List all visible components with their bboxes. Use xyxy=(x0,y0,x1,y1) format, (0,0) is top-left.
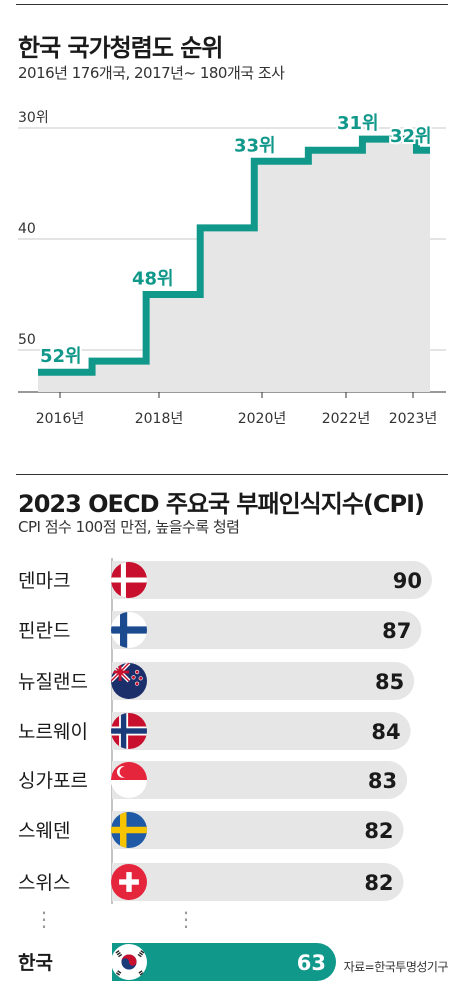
y-tick-label: 30위 xyxy=(18,110,49,126)
cpi-value-label: 82 xyxy=(364,871,393,895)
rank-value-label: 48위 xyxy=(132,269,174,290)
section-divider xyxy=(16,474,448,475)
flag-denmark-icon xyxy=(111,562,147,598)
x-tick-label: 2022년 xyxy=(322,411,371,427)
country-label: 스위스 xyxy=(18,872,70,894)
country-label: 싱가포르 xyxy=(18,770,88,792)
chart1-subtitle: 2016년 176개국, 2017년~ 180개국 조사 xyxy=(18,64,285,82)
cpi-value-label: 87 xyxy=(382,619,411,643)
y-tick-label: 40 xyxy=(18,221,36,237)
x-tick-label: 2023년 xyxy=(389,411,438,427)
flag-switzerland-icon xyxy=(111,864,147,900)
rank-value-label: 33위 xyxy=(234,135,276,156)
cpi-bar xyxy=(112,811,404,849)
chart1-title: 한국 국가청렴도 순위 xyxy=(18,34,223,62)
cpi-bar xyxy=(112,561,432,599)
cpi-value-label: 84 xyxy=(371,720,400,744)
x-tick-label: 2020년 xyxy=(238,411,287,427)
cpi-bar xyxy=(112,761,408,799)
rank-value-label: 31위 xyxy=(337,113,379,134)
flag-singapore-icon xyxy=(111,762,147,798)
ellipsis-dots: ⋮ xyxy=(176,907,196,931)
rank-step-line xyxy=(38,135,430,376)
chart2-subtitle: CPI 점수 100점 만점, 높을수록 청렴 xyxy=(18,518,240,536)
cpi-value-label: 90 xyxy=(393,569,422,593)
source-note: 자료=한국투명성기구 xyxy=(343,960,449,974)
x-tick-label: 2016년 xyxy=(36,411,85,427)
rank-value-label: 52위 xyxy=(40,346,82,367)
country-label: 덴마크 xyxy=(18,570,70,592)
country-label: 뉴질랜드 xyxy=(18,671,88,693)
x-tick-label: 2018년 xyxy=(135,411,184,427)
flag-korea-icon xyxy=(111,944,147,980)
cpi-bar xyxy=(112,712,411,750)
country-label: 핀란드 xyxy=(18,620,70,642)
country-label: 노르웨이 xyxy=(18,721,88,743)
country-label: 한국 xyxy=(18,952,53,974)
y-tick-label: 50 xyxy=(18,332,36,348)
area-fill xyxy=(38,139,430,392)
cpi-bar xyxy=(112,863,404,901)
flag-finland-icon xyxy=(111,612,147,648)
top-divider xyxy=(16,4,448,5)
ellipsis-dots: ⋮ xyxy=(34,907,54,931)
cpi-value-label: 85 xyxy=(375,670,404,694)
flag-norway-icon xyxy=(111,713,147,749)
chart2-title: 2023 OECD 주요국 부패인식지수(CPI) xyxy=(18,490,425,518)
cpi-bar xyxy=(112,943,336,981)
flag-sweden-icon xyxy=(111,812,147,848)
cpi-value-label: 82 xyxy=(364,819,393,843)
cpi-bar xyxy=(112,611,422,649)
cpi-bar xyxy=(112,662,415,700)
rank-value-label: 32위 xyxy=(390,126,432,147)
cpi-value-label: 63 xyxy=(297,951,326,975)
cpi-value-label: 83 xyxy=(368,769,397,793)
flag-new-zealand-icon xyxy=(111,663,147,699)
country-label: 스웨덴 xyxy=(18,820,70,842)
